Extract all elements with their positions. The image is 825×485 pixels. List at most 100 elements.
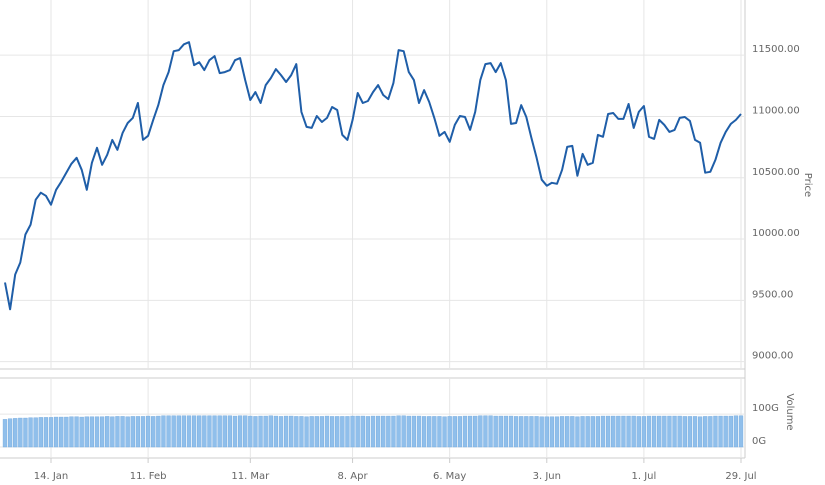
volume-bar [565,416,570,448]
volume-bar [13,418,18,448]
volume-bar [697,416,703,448]
x-tick-label: 11. Feb [130,471,167,482]
volume-bar [733,415,739,448]
volume-bar [166,415,171,448]
volume-bar [350,415,355,448]
y-tick-label: 9500.00 [752,289,793,300]
volume-bar [626,415,631,448]
volume-bar [197,415,202,448]
volume-bar [23,417,28,448]
volume-bar [493,415,498,448]
y-tick-label: 11500.00 [752,44,800,55]
x-tick-label: 1. Jul [631,471,656,482]
volume-bar [355,415,360,448]
volume-axis-title: Volume [784,393,795,430]
volume-bar [53,416,59,448]
volume-bar [135,416,141,448]
x-tick-label: 29. Jul [725,471,756,482]
volume-bar [186,415,192,448]
volume-bar [319,416,325,448]
volume-bar [171,415,176,448]
volume-bar [437,416,442,448]
volume-bar [651,415,657,448]
volume-bar [237,415,243,448]
volume-bar [125,416,130,448]
volume-bar [728,415,733,448]
volume-bar [738,415,744,448]
volume-bar [416,415,422,448]
volume-bar [718,415,723,448]
volume-bar [580,416,585,448]
volume-bar [559,416,565,448]
volume-bar [662,415,667,448]
volume-bar [69,416,74,448]
volume-bar [467,415,473,448]
volume-bar [483,415,488,448]
volume-bar [473,415,478,448]
volume-bar [432,416,437,448]
volume-bar [2,419,8,448]
volume-bar [181,415,187,448]
y-tick-label: 10500.00 [752,167,800,178]
volume-bar [202,415,207,448]
volume-bar [605,415,611,448]
volume-bar [207,415,212,448]
volume-bar [273,415,279,448]
volume-bar [94,416,100,448]
volume-bar [324,415,330,448]
volume-bar [7,418,13,448]
volume-bar [406,415,411,448]
volume-bar [544,416,549,448]
y-tick-label: 0G [752,436,766,447]
volume-bar [314,416,319,448]
volume-bar [28,417,33,448]
x-tick-label: 14. Jan [34,471,69,482]
volume-bar [641,416,647,448]
volume-bar [554,416,560,448]
volume-bar [43,417,49,448]
volume-bar [283,415,289,448]
y-tick-label: 100G [752,403,779,414]
volume-bar [682,416,687,448]
x-tick-label: 11. Mar [231,471,270,482]
volume-bar [232,415,238,448]
volume-bar [421,416,427,448]
volume-bar [621,415,626,448]
volume-bar [723,415,728,448]
volume-bar [595,416,601,448]
volume-bar [263,415,268,448]
volume-bar [611,415,616,448]
volume-bar [575,416,580,448]
volume-bar [345,416,350,448]
volume-bar [176,415,181,448]
volume-bar [64,416,69,448]
volume-bar [161,415,166,448]
volume-bar [110,416,115,448]
volume-bar [646,415,652,448]
price-axis-title: Price [802,173,813,197]
y-tick-label: 10000.00 [752,228,800,239]
volume-bar [191,415,197,448]
volume-bar [631,415,636,448]
volume-bar [18,417,23,448]
volume-bar [370,415,376,448]
volume-bar [48,417,54,448]
volume-bar [667,415,672,448]
volume-bar [140,416,146,448]
y-tick-label: 11000.00 [752,105,800,116]
volume-bar [585,416,590,448]
volume-bar [713,415,718,448]
volume-bar [99,416,105,448]
volume-bar [519,416,524,448]
volume-bar [115,416,120,448]
volume-bar [120,416,125,448]
volume-bar [524,416,529,448]
volume-bar [243,415,248,448]
volume-bar [534,416,539,448]
volume-bar [130,416,135,448]
volume-bar [478,415,483,448]
volume-bar [212,415,217,448]
volume-bar [145,415,151,448]
volume-bar [365,416,371,448]
